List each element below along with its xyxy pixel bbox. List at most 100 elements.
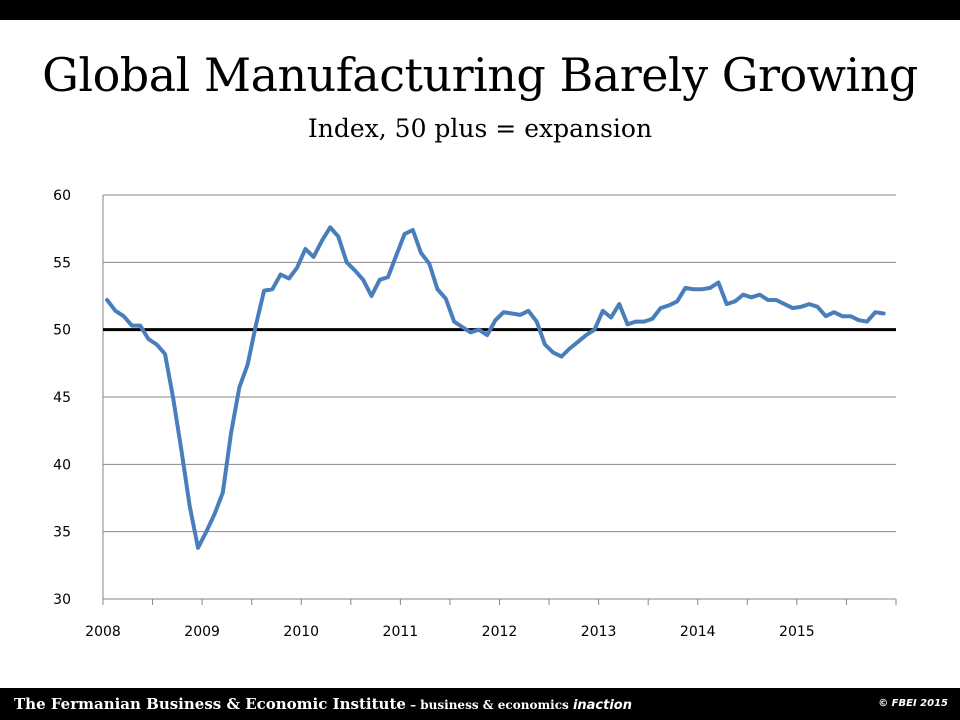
data-point (386, 275, 390, 279)
data-point (238, 386, 241, 389)
data-point (378, 278, 381, 281)
data-point (403, 232, 406, 236)
data-point (824, 315, 827, 318)
data-point (139, 324, 142, 327)
data-point (262, 289, 266, 292)
data-point (461, 325, 464, 329)
data-point (750, 296, 753, 299)
data-point (485, 333, 489, 337)
data-point (229, 432, 233, 435)
data-point (841, 315, 844, 318)
data-point (552, 351, 555, 354)
data-point (329, 226, 332, 229)
footer-credit: The Fermanian Business & Economic Instit… (14, 695, 632, 713)
x-tick-label: 2015 (779, 624, 815, 640)
data-point (626, 323, 629, 326)
data-point (114, 309, 117, 312)
data-point (452, 320, 456, 323)
data-point (560, 355, 563, 358)
data-point (659, 306, 662, 310)
data-point (651, 317, 654, 321)
data-point (196, 546, 200, 549)
data-point (783, 302, 786, 306)
data-point (519, 313, 522, 317)
data-point (543, 343, 547, 346)
y-tick-label: 35 (53, 525, 71, 541)
data-point (362, 278, 365, 281)
data-point (766, 298, 770, 302)
data-point (708, 286, 712, 290)
data-point (221, 491, 224, 494)
data-point (155, 343, 158, 346)
x-tick-label: 2008 (85, 624, 121, 640)
x-tick-label: 2012 (482, 624, 518, 640)
data-point (436, 288, 439, 291)
data-point (700, 288, 704, 291)
data-point (172, 397, 175, 400)
data-point (295, 266, 299, 269)
data-point (857, 319, 860, 322)
data-point (849, 315, 852, 318)
x-tick-label: 2013 (581, 624, 617, 640)
data-point (601, 309, 604, 312)
data-point (254, 324, 257, 327)
data-point (105, 298, 109, 302)
data-point (370, 294, 373, 298)
data-point (502, 311, 505, 314)
data-point (411, 228, 414, 232)
data-point (353, 269, 357, 272)
data-point (180, 449, 183, 453)
data-point (618, 302, 621, 306)
data-point (832, 311, 836, 314)
data-point (816, 305, 819, 308)
footer-tagline: – business & economics (405, 698, 573, 712)
data-point (395, 254, 398, 257)
footer-copyright: © FBEI 2015 (878, 698, 948, 709)
footer-emphasis: inaction (572, 698, 632, 713)
data-point (130, 324, 134, 327)
data-point (287, 277, 291, 280)
data-point (791, 306, 794, 310)
footer-institute: The Fermanian Business & Economic Instit… (14, 695, 406, 713)
footer: The Fermanian Business & Economic Instit… (0, 688, 960, 720)
pmi-series-line (105, 225, 886, 550)
x-tick-label: 2014 (680, 624, 716, 640)
data-point (865, 320, 869, 323)
data-point (593, 328, 596, 331)
data-point (428, 262, 431, 265)
data-point (279, 273, 282, 276)
data-point (642, 320, 646, 323)
data-point (568, 347, 571, 350)
data-point (733, 300, 737, 303)
data-point (271, 288, 274, 291)
data-point (775, 298, 778, 302)
data-point (494, 319, 497, 322)
data-point (576, 340, 580, 343)
y-tick-label: 30 (53, 592, 71, 608)
y-tick-label: 50 (53, 323, 71, 339)
top-bar (0, 0, 960, 20)
data-point (758, 293, 761, 296)
data-point (808, 302, 811, 306)
data-point (345, 261, 348, 264)
data-point (882, 312, 885, 315)
data-point (684, 286, 687, 290)
data-point (742, 293, 745, 296)
chart-subtitle: Index, 50 plus = expansion (307, 114, 653, 143)
data-point (213, 513, 216, 516)
data-point (874, 311, 877, 314)
y-tick-label: 60 (53, 188, 71, 204)
data-point (469, 331, 472, 334)
data-point (122, 315, 125, 318)
y-tick-label: 45 (53, 390, 71, 406)
data-point (510, 312, 514, 315)
data-point (527, 309, 530, 312)
data-point (799, 305, 803, 308)
data-point (304, 247, 307, 251)
data-point (205, 530, 208, 533)
data-point (692, 288, 695, 291)
data-point (188, 504, 191, 508)
data-point (477, 328, 480, 331)
x-tick-label: 2010 (283, 624, 319, 640)
data-point (320, 239, 324, 242)
